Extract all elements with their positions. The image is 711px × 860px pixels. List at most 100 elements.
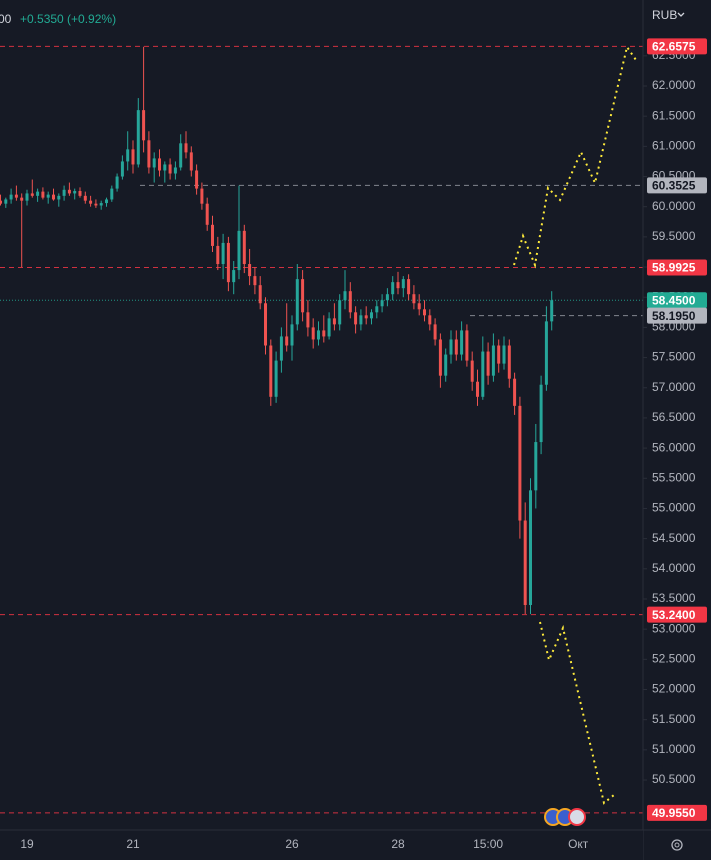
y-tick-label: 59.5000	[652, 229, 696, 243]
y-tick-label: 61.5000	[652, 108, 696, 122]
candle-body	[105, 199, 108, 204]
candle-body	[311, 327, 315, 340]
candle-body	[36, 191, 40, 196]
candle-body	[158, 158, 161, 171]
candle-body	[375, 306, 379, 313]
price-level-label: 58.4500	[652, 293, 696, 307]
candle-body	[380, 300, 384, 307]
candle-body	[237, 230, 241, 271]
y-tick-label: 50.5000	[652, 772, 696, 786]
candle-body	[348, 291, 352, 313]
candle-body	[110, 188, 114, 200]
candle-body	[232, 270, 236, 283]
candle-body	[200, 188, 204, 204]
candle-body	[338, 300, 342, 325]
candle-body	[301, 279, 305, 313]
candle-body	[438, 339, 442, 376]
currency[interactable]: RUB	[652, 8, 677, 22]
candle-body	[364, 315, 368, 319]
candle-body	[295, 279, 299, 325]
candle-body	[470, 360, 474, 382]
y-tick-label: 56.5000	[652, 410, 696, 424]
x-tick-label: 26	[285, 837, 299, 851]
candle-body	[285, 336, 289, 346]
projection-up	[513, 44, 637, 269]
price-level-label: 58.9925	[652, 261, 696, 275]
candle-body	[481, 351, 485, 397]
candle-body	[417, 303, 421, 310]
candle-body	[221, 242, 225, 265]
candle-body	[73, 191, 77, 194]
price-level-box	[647, 177, 707, 194]
price-level-box	[647, 259, 707, 276]
candle-body	[343, 291, 347, 301]
price-level-label: 62.6575	[652, 39, 696, 53]
y-tick-label: 57.5000	[652, 350, 696, 364]
price-level-box	[647, 292, 707, 309]
candle-body	[502, 345, 506, 364]
candle-body	[401, 279, 405, 289]
y-tick-label: 54.5000	[652, 531, 696, 545]
price-level-box	[647, 38, 707, 55]
candle-body	[89, 200, 93, 204]
price-axis[interactable]	[643, 0, 711, 860]
candle-body	[195, 170, 199, 189]
price-level-box	[647, 606, 707, 623]
level-labels: 62.6575 60.3525 58.9925 58.4500 58.1950 53.24…	[647, 38, 707, 821]
candle-body	[354, 312, 358, 325]
candle-body	[322, 330, 326, 337]
candle-body	[306, 312, 310, 328]
y-tick-label: 52.0000	[652, 682, 696, 696]
candles	[0, 46, 554, 615]
candle-body	[279, 336, 283, 361]
candle-body	[317, 330, 320, 340]
candle-body	[14, 194, 18, 198]
candle-body	[226, 242, 230, 283]
candle-body	[30, 193, 34, 196]
candle-body	[507, 345, 511, 379]
candle-body	[9, 194, 13, 200]
candle-body	[428, 315, 432, 325]
candle-body	[433, 324, 437, 340]
candle-body	[46, 194, 50, 198]
price-level-label: 58.1950	[652, 309, 696, 323]
candle-body	[115, 176, 119, 189]
candle-body	[216, 245, 220, 265]
y-tick-label: 51.0000	[652, 742, 696, 756]
settings-icon[interactable]	[671, 839, 683, 851]
y-tick-label: 56.0000	[652, 440, 696, 454]
candle-body	[184, 143, 188, 153]
time-axis[interactable]	[0, 830, 643, 860]
currency-chevron[interactable]	[677, 12, 685, 17]
candle-body	[52, 194, 55, 200]
candle-body	[491, 345, 495, 376]
candle-body	[179, 143, 183, 168]
candle-body	[476, 381, 479, 397]
x-tick-label: 21	[126, 837, 140, 851]
candle-body	[518, 405, 522, 521]
y-tick-label: 57.0000	[652, 380, 696, 394]
price-level-label: 53.2400	[652, 608, 696, 622]
candle-body	[189, 152, 193, 171]
candle-body	[370, 312, 373, 319]
candle-body	[460, 330, 464, 355]
candle-body	[99, 203, 103, 206]
price-level-box	[647, 804, 707, 821]
candle-body	[454, 339, 458, 355]
candle-body	[142, 110, 146, 141]
candle-body	[147, 140, 151, 168]
event-icons[interactable]	[544, 808, 586, 826]
candle-body	[534, 442, 538, 491]
x-tick-label: 19	[20, 837, 34, 851]
candle-body	[41, 191, 45, 198]
candle-body	[83, 195, 87, 201]
y-tick-label: 60.0000	[652, 199, 696, 213]
y-tick-label: 55.0000	[652, 501, 696, 515]
price-level-label: 49.9550	[652, 806, 696, 820]
y-tick-label: 53.0000	[652, 621, 696, 635]
candle-body	[126, 149, 130, 162]
y-tick-label: 54.0000	[652, 561, 696, 575]
header-price: 00	[0, 12, 12, 26]
